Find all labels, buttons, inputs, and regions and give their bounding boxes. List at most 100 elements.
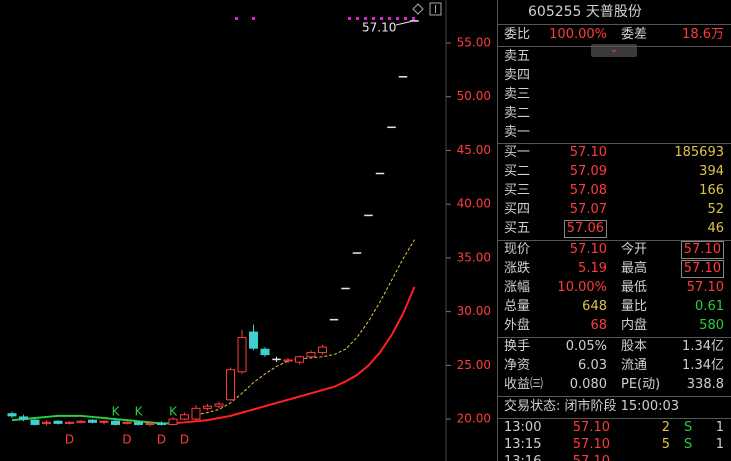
trade-price: 57.10 [572, 437, 610, 452]
candle-body [42, 421, 51, 424]
signal-d: D [65, 433, 74, 447]
stat-value: 57.10 [680, 260, 724, 278]
trade-price: 57.10 [573, 453, 610, 461]
info-value: 338.8 [686, 377, 724, 392]
bid-volume: 166 [699, 183, 724, 198]
candle-body [318, 346, 327, 353]
ask-label: 卖四 [504, 68, 531, 83]
candle-body [306, 351, 316, 358]
candle-body [364, 214, 373, 217]
info-value: 0.05% [565, 339, 607, 354]
candle-body [145, 422, 155, 425]
candle-body [398, 76, 408, 78]
candle-body [329, 318, 339, 321]
stat-label: 总量 [504, 299, 531, 314]
candle-body [295, 356, 304, 363]
stat-value: 5.19 [578, 261, 607, 276]
trade-side: S [684, 437, 693, 452]
separator [498, 46, 731, 47]
ma-line [172, 286, 416, 425]
y-tick-label: 50.00 [457, 89, 491, 103]
collapse-button[interactable]: ⌄ [591, 44, 637, 57]
info-value: 0.080 [569, 377, 607, 392]
candle-body [7, 413, 17, 417]
signal-k: K [169, 405, 178, 419]
stat-label: 最高 [621, 261, 648, 276]
separator [498, 240, 731, 241]
ask-label: 卖三 [504, 87, 531, 102]
toggle-icon[interactable] [429, 2, 442, 16]
bid-label: 买五 [504, 221, 531, 236]
candle-body [99, 420, 109, 423]
candle-body [237, 336, 247, 373]
bid-volume: 185693 [674, 145, 724, 160]
bid-price: 57.07 [569, 202, 607, 217]
signal-d: D [180, 433, 189, 447]
candle-body [53, 420, 63, 424]
signal-k: K [135, 405, 144, 419]
y-tick-label: 45.00 [457, 143, 491, 157]
info-value: 1.34亿 [682, 358, 724, 373]
candle-body [30, 419, 40, 425]
separator [498, 24, 731, 25]
candle-body [352, 252, 362, 254]
info-label: 收益㈢ [504, 377, 544, 392]
info-value: 1.34亿 [682, 339, 724, 354]
candle-body [203, 405, 212, 409]
candle-body [191, 407, 201, 420]
candle-body [180, 414, 189, 420]
stat-value: 57.10 [680, 241, 724, 259]
bid-label: 买一 [504, 145, 531, 160]
bid-price: 57.10 [569, 145, 607, 160]
summary-value: 18.6万 [682, 27, 724, 42]
info-value: 6.03 [578, 358, 607, 373]
ask-label: 卖五 [504, 49, 531, 64]
info-label: 换手 [504, 339, 531, 354]
summary-label: 委比 [504, 27, 531, 42]
candle-body [157, 422, 166, 425]
candle-body [111, 420, 120, 425]
candle-body [19, 416, 28, 420]
separator [498, 143, 731, 144]
info-label: PE(动) [621, 377, 661, 392]
candle-body [76, 420, 86, 423]
stat-label: 现价 [504, 242, 531, 257]
candle-body [283, 359, 293, 362]
candle-body [260, 348, 270, 356]
trade-time: 13:00 [504, 420, 542, 435]
y-tick-label: 40.00 [457, 197, 491, 211]
quote-panel: ⌄ 605255 天普股份 委比 100.00% 委差 18.6万 卖五 卖四 卖三 卖二 卖一买… [497, 0, 731, 461]
candle-body [272, 358, 281, 361]
stat-value: 0.61 [695, 299, 724, 314]
diamond-icon[interactable] [412, 3, 424, 15]
y-tick-label: 20.00 [457, 412, 491, 426]
stat-label: 量比 [621, 299, 648, 314]
info-label: 净资 [504, 358, 531, 373]
stat-value: 57.10 [686, 280, 724, 295]
candle-body [122, 421, 132, 424]
stock-title: 605255 天普股份 [528, 4, 642, 20]
separator [498, 418, 731, 419]
bid-label: 买四 [504, 202, 531, 217]
trade-price: 57.10 [572, 420, 610, 435]
bid-price: 57.06 [563, 220, 607, 238]
y-tick-label: 30.00 [457, 304, 491, 318]
bid-label: 买二 [504, 164, 531, 179]
stat-value: 57.10 [569, 242, 607, 257]
signal-d: D [157, 433, 166, 447]
bid-price: 57.09 [569, 164, 607, 179]
stat-label: 最低 [621, 280, 648, 295]
trade-volume: 2 [661, 420, 670, 435]
candle-body [134, 421, 143, 425]
ma-line [11, 414, 173, 425]
trade-count: 1 [715, 420, 724, 435]
y-tick-label: 35.00 [457, 250, 491, 264]
bid-volume: 394 [699, 164, 724, 179]
stat-value: 648 [582, 299, 607, 314]
ask-label: 卖一 [504, 125, 531, 140]
candle-body [214, 403, 224, 407]
stat-value: 10.00% [557, 280, 607, 295]
summary-value: 100.00% [549, 27, 607, 42]
bid-price: 57.08 [569, 183, 607, 198]
